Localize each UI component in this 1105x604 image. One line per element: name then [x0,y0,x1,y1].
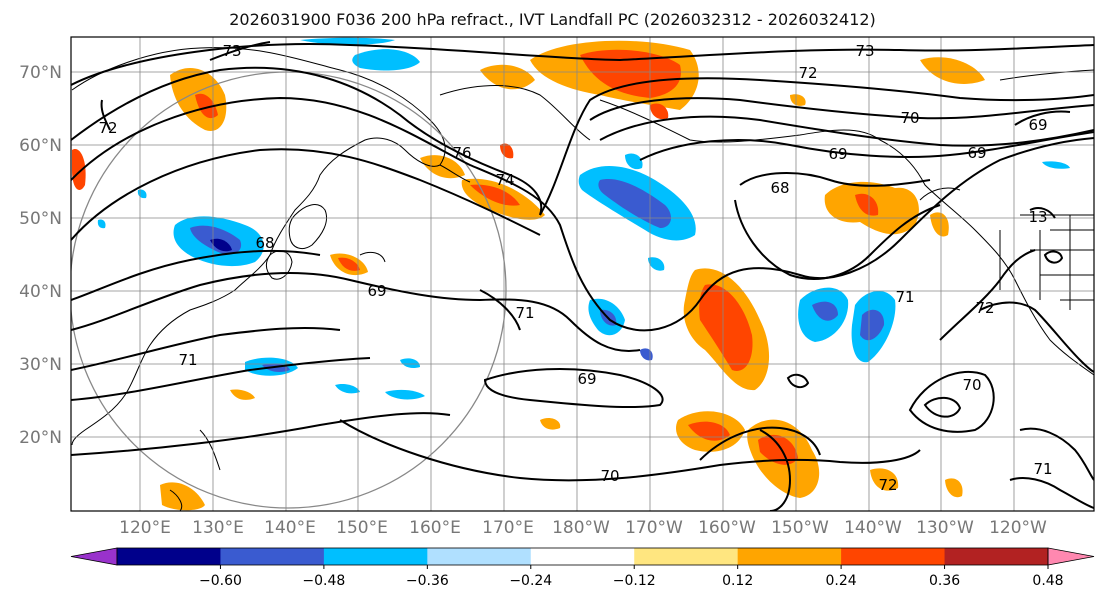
colorbar-segment [944,548,1049,565]
lon-label: 130°E [192,518,244,538]
contour-label: 71 [515,304,534,322]
contour-label: 69 [967,144,986,162]
colorbar-segment [220,548,325,565]
contour-label: 68 [255,234,274,252]
contour-label-group: 73 73 72 70 69 69 68 76 74 68 69 71 71 6… [98,42,1052,494]
colorbar-segment [427,548,532,565]
contour-label: 13 [1028,208,1047,226]
colorbar-tick-label: −0.60 [199,573,242,589]
colorbar-tick-label: −0.36 [406,573,449,589]
colorbar-extend-low [70,547,118,566]
colorbar-extend-high [1047,547,1095,566]
lat-label: 50°N [19,209,62,229]
latitude-labels: 70°N 60°N 50°N 40°N 30°N 20°N [19,63,62,448]
contour-label: 70 [900,109,919,127]
contour-label: 69 [1028,116,1047,134]
lon-label: 120°E [119,518,171,538]
lon-label: 180°W [552,518,610,538]
colorbar-segment [634,548,739,565]
contour-label: 73 [855,42,874,60]
longitude-labels: 120°E 130°E 140°E 150°E 160°E 170°E 180°… [119,518,1047,538]
lon-label: 160°E [409,518,461,538]
contour-label: 72 [98,119,117,137]
contour-label: 68 [770,179,789,197]
lat-label: 70°N [19,63,62,83]
colorbar-tick-label: −0.48 [302,573,345,589]
map-background [71,37,1094,511]
colorbar-segment [117,548,221,565]
contour-label: 74 [495,171,514,189]
negative-anomaly-shading [97,37,1070,400]
colorbar-segment [841,548,946,565]
colorbar-segment [737,548,842,565]
colorbar-tick-label: −0.24 [509,573,552,589]
lon-label: 150°W [771,518,829,538]
lon-label: 120°W [989,518,1047,538]
contour-label: 73 [222,42,241,60]
lon-label: 150°E [336,518,388,538]
contour-label: 71 [895,288,914,306]
contour-label: 71 [178,351,197,369]
landfall-radius-circle [71,71,507,509]
map-layers: 73 73 72 70 69 69 68 76 74 68 69 71 71 6… [71,37,1094,511]
contour-label: 70 [962,376,981,394]
colorbar-segment [323,548,428,565]
contour-label: 72 [975,299,994,317]
lat-label: 20°N [19,428,62,448]
contour-label: 76 [452,144,471,162]
contour-label: 69 [577,370,596,388]
lon-label: 170°E [482,518,534,538]
contour-label: 69 [828,145,847,163]
contour-label: 72 [798,64,817,82]
lat-label: 30°N [19,355,62,375]
colorbar-tick-label: 0.36 [929,573,960,589]
colorbar-frame [116,547,1049,566]
coastlines [71,47,1094,511]
lon-label: 140°E [264,518,316,538]
colorbar-tick-label: 0.12 [722,573,753,589]
lon-label: 140°W [844,518,902,538]
contour-label: 71 [1033,460,1052,478]
lon-label: 130°W [916,518,974,538]
contour-label: 70 [600,467,619,485]
lon-label: 160°W [698,518,756,538]
colorbar-tick-label: −0.12 [613,573,656,589]
colorbar-tick-label: 0.48 [1032,573,1063,589]
lat-label: 40°N [19,282,62,302]
refractivity-contours [71,41,1094,511]
colorbar-tick-label: 0.24 [826,573,857,589]
lon-label: 170°W [625,518,683,538]
contour-label: 72 [878,476,897,494]
colorbar [70,547,1095,566]
colorbar-tick-labels: −0.60 −0.48 −0.36 −0.24 −0.12 0.12 0.24 0.36 0.4… [199,565,1064,589]
map-border [70,36,1095,512]
colorbar-segment [530,548,635,565]
contour-label: 69 [367,282,386,300]
lat-label: 60°N [19,136,62,156]
figure-title: 2026031900 F036 200 hPa refract., IVT La… [229,10,876,29]
